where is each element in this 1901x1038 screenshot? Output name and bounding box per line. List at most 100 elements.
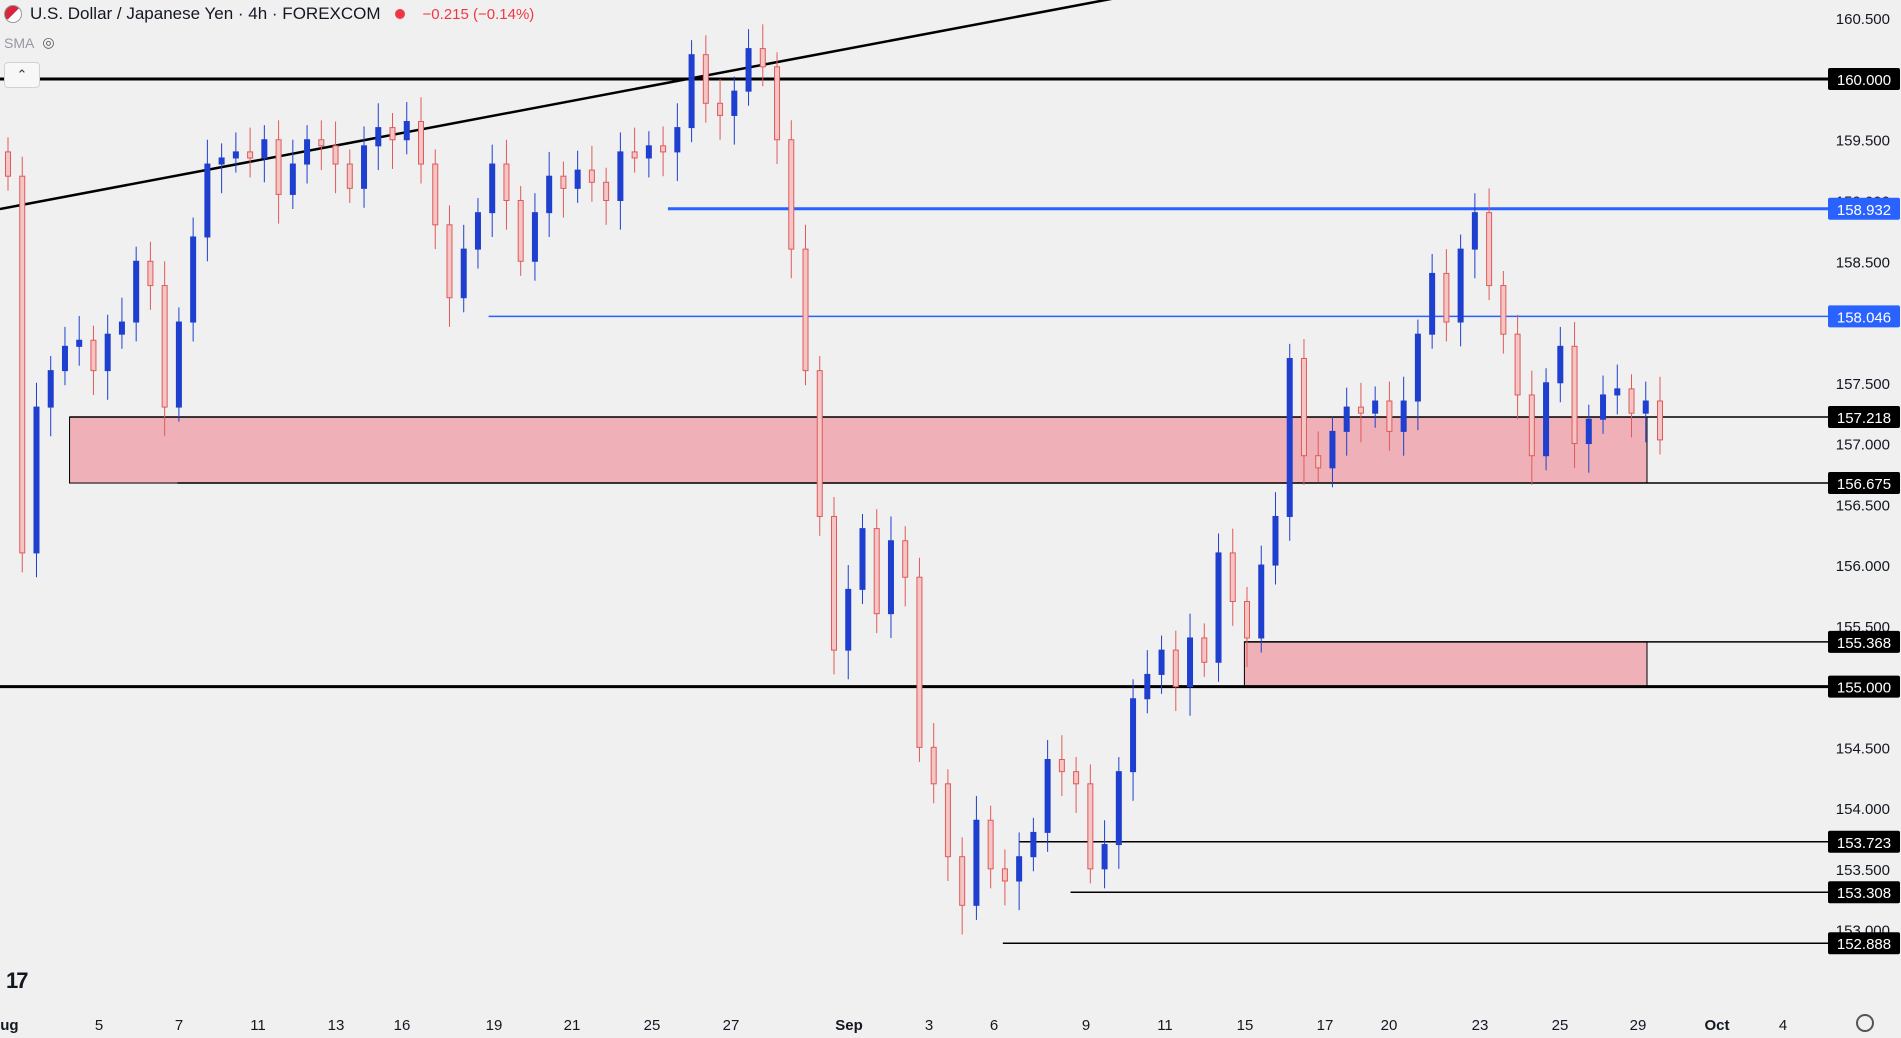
- candle-body: [631, 151, 638, 159]
- candle-body: [731, 90, 738, 116]
- candle-body: [61, 345, 68, 372]
- level-label-bg-4: [1828, 472, 1900, 495]
- x-tick-label: 4: [1779, 1017, 1787, 1034]
- x-tick-label: 6: [990, 1017, 998, 1034]
- candlesticks: [5, 24, 1663, 935]
- level-label-bg-5: [1828, 630, 1900, 653]
- level-label-9: 152.888: [1837, 936, 1891, 953]
- candle-body: [688, 54, 695, 129]
- candle-body: [1115, 771, 1122, 846]
- candle-body: [1073, 771, 1080, 785]
- x-tick-label: 9: [1082, 1017, 1090, 1034]
- candle-body: [603, 181, 610, 202]
- x-tick-label: 29: [1630, 1017, 1647, 1034]
- x-tick-label: 11: [250, 1017, 266, 1034]
- candle-body: [1500, 285, 1507, 335]
- candle-body: [774, 66, 781, 141]
- y-tick-label: 160.500: [1836, 11, 1890, 28]
- candle-body: [1286, 357, 1293, 517]
- x-tick-label: 7: [175, 1017, 183, 1034]
- candle-body: [1272, 515, 1279, 566]
- x-tick-label: 5: [95, 1017, 103, 1034]
- x-tick-label: 19: [486, 1017, 503, 1034]
- candle-body: [175, 321, 182, 408]
- collapse-legend-button[interactable]: ⌃: [4, 62, 40, 88]
- candle-body: [1486, 212, 1493, 287]
- y-tick-label: 156.500: [1836, 497, 1890, 514]
- candle-body: [1471, 212, 1478, 250]
- y-tick-label: 157.500: [1836, 376, 1890, 393]
- x-tick-label: 15: [1237, 1017, 1254, 1034]
- level-label-bg-6: [1828, 675, 1900, 698]
- candle-body: [33, 406, 40, 554]
- candle-body: [1372, 400, 1379, 414]
- candle-body: [1130, 698, 1137, 773]
- candle-body: [1614, 388, 1621, 396]
- candle-body: [802, 248, 809, 372]
- y-tick-label: 159.500: [1836, 133, 1890, 150]
- candle-body: [873, 528, 880, 615]
- x-tick-label: 25: [1552, 1017, 1569, 1034]
- candle-body: [1087, 783, 1094, 870]
- usd-flag-icon: [4, 5, 22, 23]
- candle-body: [232, 151, 239, 159]
- symbol-header[interactable]: U.S. Dollar / Japanese Yen · 4h · FOREXC…: [0, 0, 534, 28]
- tradingview-logo-icon: 17: [6, 968, 29, 993]
- candle-body: [1044, 758, 1051, 833]
- support-zones: [69, 416, 1648, 688]
- candle-body: [489, 163, 496, 214]
- candle-body: [161, 285, 168, 408]
- candle-body: [1187, 637, 1194, 688]
- candle-body: [1600, 394, 1607, 420]
- candle-body: [1158, 649, 1165, 675]
- level-label-6: 155.000: [1837, 680, 1891, 697]
- candle-body: [517, 200, 524, 262]
- candle-body: [375, 127, 382, 147]
- candle-body: [546, 175, 553, 214]
- candle-body: [702, 54, 709, 104]
- candle-body: [1229, 552, 1236, 603]
- x-tick-label: Aug: [0, 1017, 19, 1034]
- candle-body: [104, 333, 111, 372]
- level-label-3: 157.218: [1837, 410, 1891, 427]
- candle-body: [1628, 388, 1635, 414]
- candle-body: [1215, 552, 1222, 663]
- time-axis: Aug 5 7 11 13 16 19 21 25 27 Sep 3 6 9 11 15 17 20 23 25 29 O…: [0, 1017, 1787, 1034]
- candle-body: [1329, 430, 1336, 469]
- hidden-eye-icon[interactable]: ◎: [42, 34, 55, 50]
- candle-body: [19, 175, 26, 554]
- candle-body: [788, 139, 795, 250]
- candle-body: [916, 576, 923, 748]
- x-tick-label: 11: [1157, 1017, 1173, 1034]
- candle-body: [47, 370, 54, 408]
- chart-settings-icon[interactable]: [1856, 1014, 1874, 1032]
- candle-body: [1101, 844, 1108, 870]
- candle-body: [1443, 272, 1450, 323]
- indicator-name: SMA: [4, 34, 35, 51]
- candle-body: [1386, 400, 1393, 432]
- y-tick-label: 154.500: [1836, 740, 1890, 757]
- candle-body: [5, 151, 11, 177]
- candle-body: [617, 151, 624, 202]
- level-label-1: 158.932: [1837, 202, 1891, 219]
- x-tick-label: 16: [394, 1017, 411, 1034]
- candle-body: [1557, 345, 1564, 384]
- x-tick-label: 23: [1472, 1017, 1489, 1034]
- y-tick-label: 153.500: [1836, 862, 1890, 879]
- y-tick-label: 156.000: [1836, 558, 1890, 575]
- candle-body: [318, 139, 325, 147]
- zone-1: [1243, 641, 1648, 688]
- indicator-legend[interactable]: SMA ◎: [4, 34, 55, 51]
- candle-body: [1429, 272, 1436, 335]
- level-label-7: 153.723: [1837, 835, 1891, 852]
- candle-body: [289, 163, 296, 195]
- candle-body: [745, 48, 752, 92]
- trendline-layer: [0, 0, 1113, 211]
- candle-body: [816, 370, 823, 517]
- candle-body: [831, 515, 837, 651]
- candle-body: [1001, 868, 1008, 882]
- horizontal-levels: [0, 77, 1830, 944]
- level-label-bg-2: [1828, 305, 1900, 328]
- candle-body: [1400, 400, 1407, 432]
